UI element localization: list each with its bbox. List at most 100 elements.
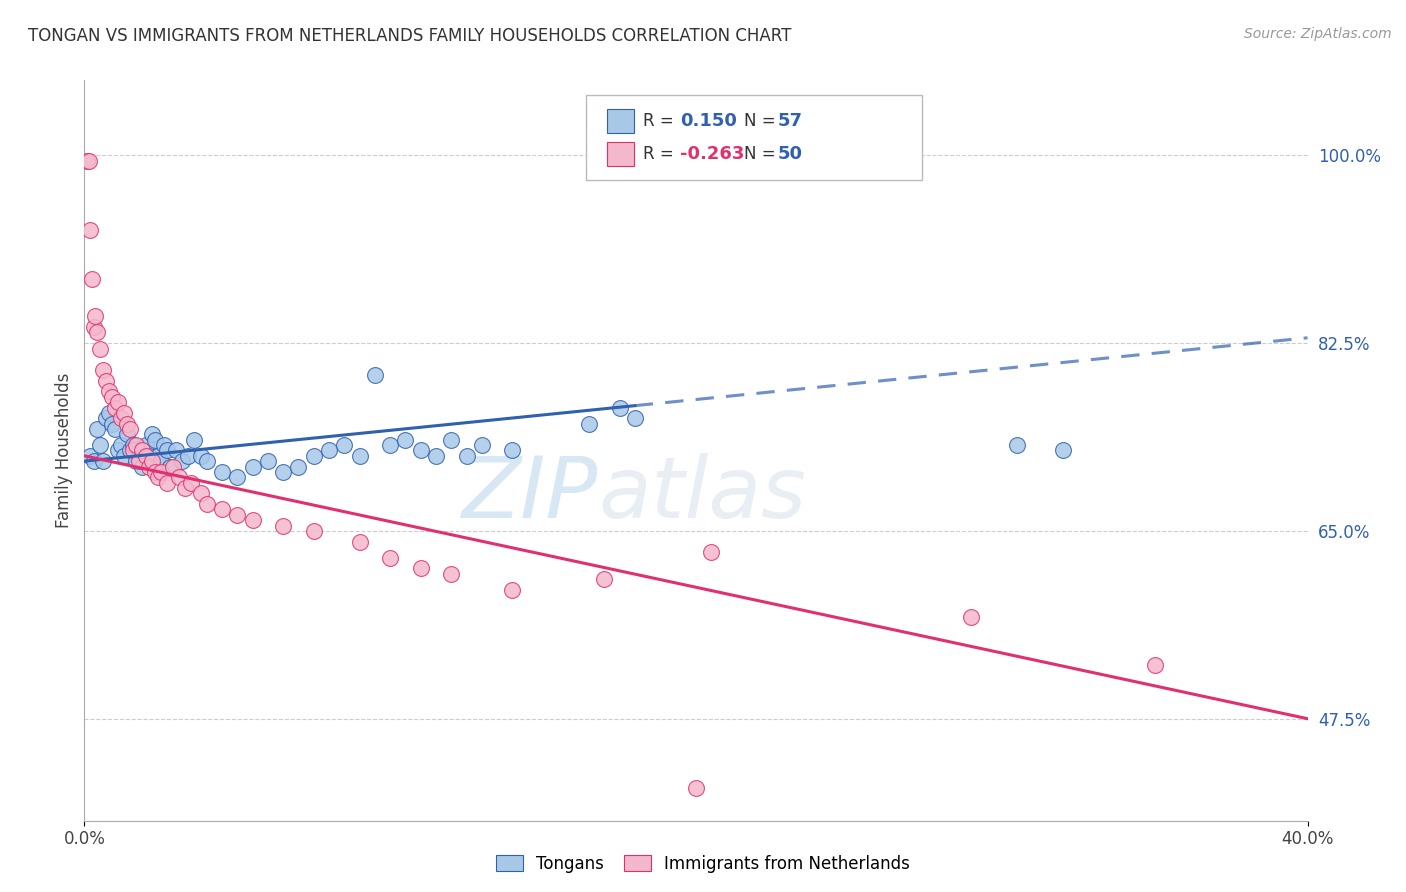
- Text: TONGAN VS IMMIGRANTS FROM NETHERLANDS FAMILY HOUSEHOLDS CORRELATION CHART: TONGAN VS IMMIGRANTS FROM NETHERLANDS FA…: [28, 27, 792, 45]
- Point: [89, 342, 111, 356]
- Point: [271, 465, 294, 479]
- Point: [107, 443, 129, 458]
- Point: [174, 481, 197, 495]
- Point: [302, 524, 325, 538]
- Point: [143, 433, 166, 447]
- Point: [84, 310, 107, 324]
- Text: R =: R =: [644, 145, 679, 163]
- Point: [226, 470, 249, 484]
- Point: [131, 443, 153, 458]
- Point: [700, 545, 723, 559]
- Point: [318, 443, 340, 458]
- Point: [94, 374, 117, 388]
- Point: [190, 449, 212, 463]
- Point: [97, 384, 120, 399]
- Point: [425, 449, 447, 463]
- Point: [502, 443, 524, 458]
- Point: [1143, 658, 1166, 673]
- Point: [112, 406, 135, 420]
- Point: [165, 443, 187, 458]
- Point: [440, 433, 463, 447]
- Point: [349, 534, 371, 549]
- Point: [104, 401, 127, 415]
- Point: [349, 449, 371, 463]
- Point: [156, 475, 179, 490]
- Point: [380, 550, 402, 565]
- Point: [76, 153, 98, 168]
- Point: [167, 470, 190, 484]
- Point: [120, 422, 142, 436]
- Point: [94, 411, 117, 425]
- Text: 50: 50: [778, 145, 803, 163]
- Point: [257, 454, 280, 468]
- Point: [125, 438, 148, 452]
- Point: [101, 417, 124, 431]
- Point: [138, 449, 160, 463]
- Point: [149, 454, 172, 468]
- Point: [183, 433, 205, 447]
- Point: [471, 438, 494, 452]
- Point: [302, 449, 325, 463]
- Point: [409, 443, 432, 458]
- Point: [83, 454, 105, 468]
- Point: [153, 438, 176, 452]
- Point: [91, 454, 114, 468]
- Point: [242, 513, 264, 527]
- Point: [190, 486, 212, 500]
- Point: [97, 406, 120, 420]
- Point: [89, 438, 111, 452]
- Point: [143, 465, 166, 479]
- FancyBboxPatch shape: [586, 95, 922, 180]
- Point: [364, 368, 387, 383]
- Text: R =: R =: [644, 112, 679, 130]
- Point: [156, 443, 179, 458]
- Point: [122, 443, 145, 458]
- Point: [211, 465, 233, 479]
- Text: N =: N =: [744, 112, 780, 130]
- Point: [172, 454, 194, 468]
- Point: [1005, 438, 1028, 452]
- Point: [180, 475, 202, 490]
- Point: [125, 454, 148, 468]
- Point: [195, 454, 218, 468]
- Point: [104, 422, 127, 436]
- Point: [394, 433, 416, 447]
- Point: [456, 449, 478, 463]
- Point: [149, 465, 172, 479]
- Point: [83, 320, 105, 334]
- Point: [122, 438, 145, 452]
- Point: [86, 422, 108, 436]
- Point: [131, 459, 153, 474]
- Point: [80, 272, 103, 286]
- Point: [135, 438, 157, 452]
- Point: [578, 417, 600, 431]
- Point: [409, 561, 432, 575]
- Point: [77, 153, 100, 168]
- Point: [162, 459, 184, 474]
- Point: [86, 326, 108, 340]
- Point: [115, 427, 138, 442]
- Text: Source: ZipAtlas.com: Source: ZipAtlas.com: [1244, 27, 1392, 41]
- Point: [624, 411, 647, 425]
- Point: [112, 449, 135, 463]
- Point: [609, 401, 631, 415]
- Text: N =: N =: [744, 145, 780, 163]
- Point: [195, 497, 218, 511]
- Point: [242, 459, 264, 474]
- Text: atlas: atlas: [598, 453, 806, 536]
- Point: [135, 449, 157, 463]
- Text: -0.263: -0.263: [681, 145, 744, 163]
- Text: ZIP: ZIP: [461, 453, 598, 536]
- Point: [128, 454, 150, 468]
- Point: [440, 566, 463, 581]
- Text: 0.150: 0.150: [681, 112, 737, 130]
- Point: [141, 454, 163, 468]
- Point: [685, 781, 707, 796]
- Point: [146, 470, 169, 484]
- Bar: [606, 143, 634, 166]
- Point: [128, 443, 150, 458]
- Point: [110, 438, 132, 452]
- Point: [502, 582, 524, 597]
- Point: [159, 459, 181, 474]
- Point: [211, 502, 233, 516]
